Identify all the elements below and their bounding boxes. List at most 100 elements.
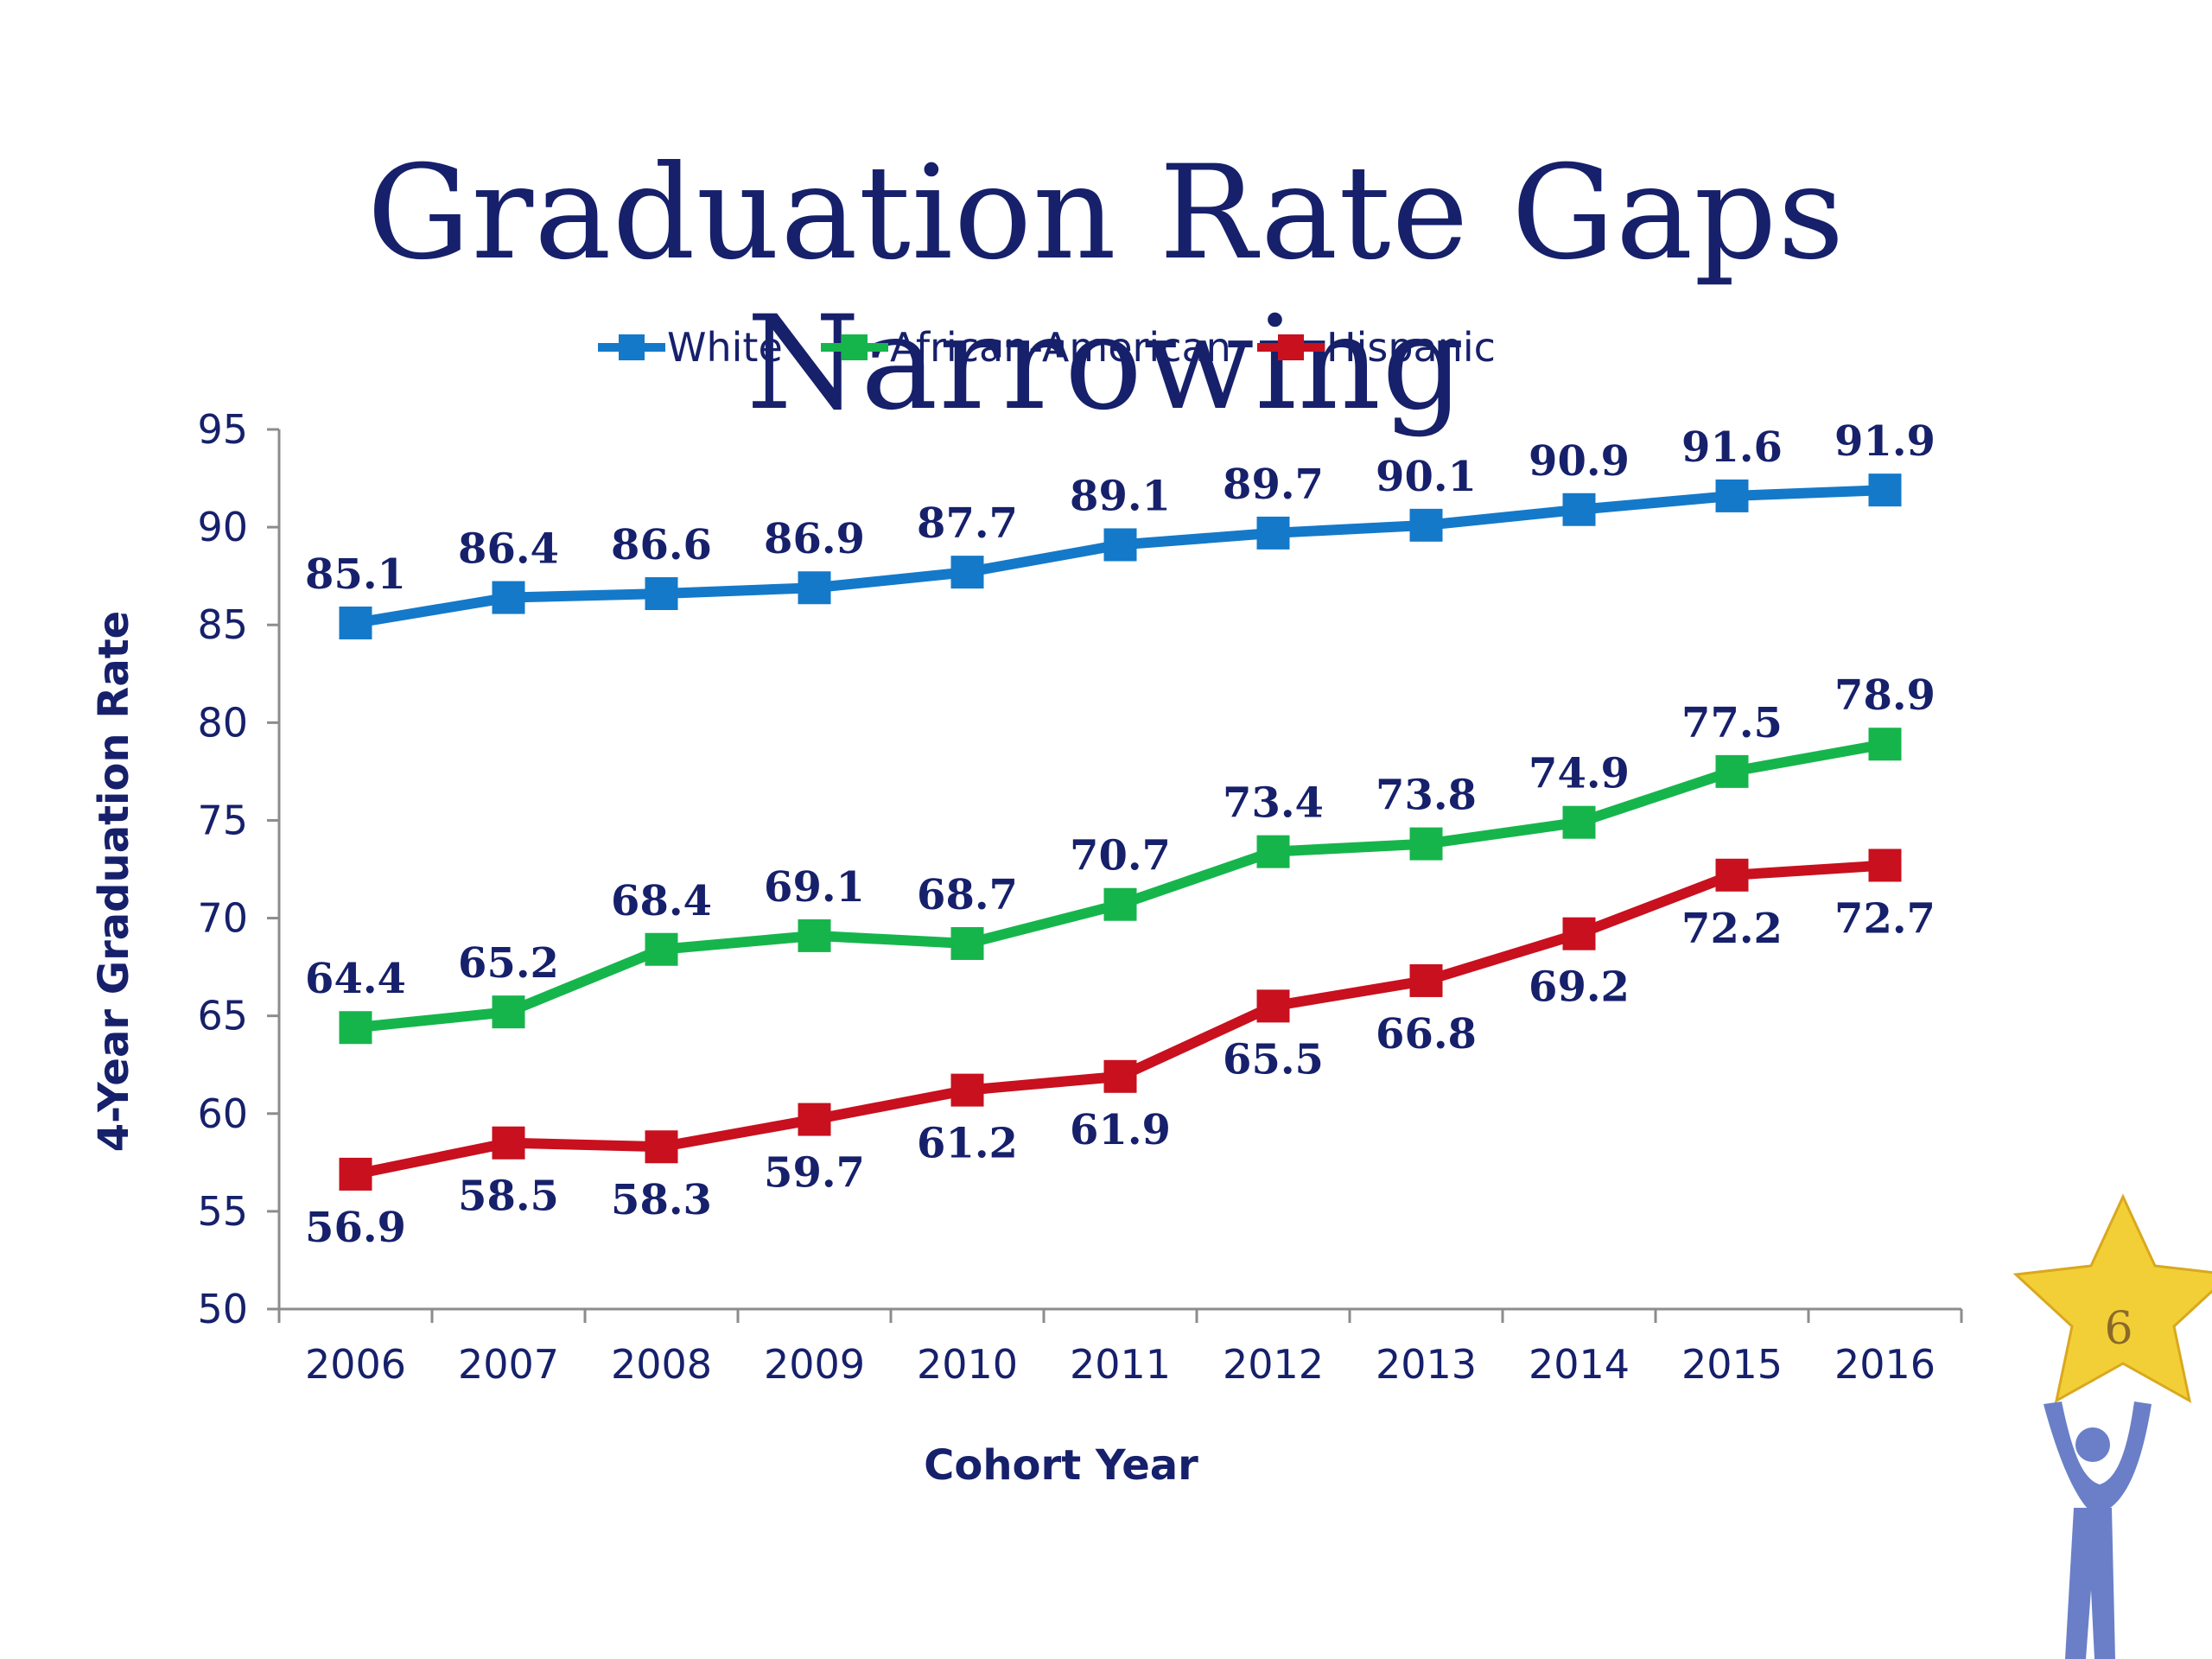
data-point-white — [339, 606, 372, 639]
star-with-figure-icon: 6 — [2012, 1193, 2212, 1659]
data-point-african-american — [1715, 754, 1749, 788]
data-point-hispanic — [950, 1073, 984, 1107]
data-point-hispanic — [798, 1103, 831, 1136]
y-tick-label: 95 — [197, 406, 248, 453]
legend-label: African-American — [890, 324, 1231, 371]
data-point-white — [1409, 508, 1443, 542]
x-tick-label: 2010 — [917, 1341, 1018, 1388]
data-point-african-american — [798, 918, 831, 952]
data-point-african-american — [1256, 835, 1290, 868]
series-african-american — [339, 728, 1902, 1045]
y-tick-label: 85 — [197, 601, 248, 648]
data-point-white — [492, 581, 525, 614]
y-tick-label: 55 — [197, 1188, 248, 1235]
data-label-white: 86.9 — [764, 515, 865, 563]
x-axis-title: Cohort Year — [924, 1441, 1198, 1490]
legend-item-white: White — [598, 324, 783, 371]
legend-label: White — [667, 324, 783, 371]
data-point-hispanic — [1103, 1059, 1137, 1093]
data-label-hispanic: 59.7 — [764, 1149, 865, 1198]
data-point-white — [1715, 479, 1749, 512]
data-point-white — [1103, 528, 1137, 562]
data-point-african-american — [492, 995, 525, 1029]
x-tick-label: 2011 — [1070, 1341, 1171, 1388]
data-label-african-american: 74.9 — [1529, 750, 1630, 798]
x-tick-label: 2006 — [305, 1341, 406, 1388]
page-number: 6 — [2104, 1303, 2133, 1355]
x-tick-label: 2007 — [458, 1341, 559, 1388]
data-label-white: 91.9 — [1834, 417, 1936, 466]
chart-series — [339, 474, 1902, 1191]
data-label-african-american: 68.4 — [611, 877, 712, 925]
x-tick-label: 2015 — [1681, 1341, 1783, 1388]
data-point-hispanic — [1256, 989, 1290, 1023]
x-tick-label: 2012 — [1223, 1341, 1324, 1388]
data-label-white: 85.1 — [305, 550, 406, 599]
data-label-african-american: 78.9 — [1834, 671, 1936, 720]
data-point-white — [1562, 493, 1596, 526]
data-label-white: 89.1 — [1070, 472, 1171, 520]
data-point-hispanic — [492, 1126, 525, 1160]
data-label-african-american: 77.5 — [1681, 699, 1783, 747]
data-label-white: 91.6 — [1681, 423, 1783, 472]
data-label-hispanic: 58.3 — [611, 1176, 712, 1224]
y-tick-label: 75 — [197, 797, 248, 843]
data-label-hispanic: 72.7 — [1834, 894, 1936, 943]
data-label-white: 87.7 — [917, 499, 1018, 548]
data-label-hispanic: 72.2 — [1681, 905, 1783, 953]
legend-swatch-marker — [619, 334, 645, 360]
data-label-hispanic: 61.2 — [917, 1120, 1018, 1168]
y-axis-title: 4-Year Graduation Rate — [90, 611, 138, 1152]
data-point-african-american — [1103, 887, 1137, 921]
series-white — [339, 474, 1902, 639]
data-point-white — [1256, 516, 1290, 550]
data-point-white — [798, 571, 831, 605]
chart-legend: White African-American Hispanic — [598, 324, 1496, 371]
x-tick-label: 2013 — [1376, 1341, 1477, 1388]
data-point-african-american — [645, 932, 678, 966]
page-title: Graduation Rate Gaps Narrowing — [366, 138, 1846, 439]
data-label-hispanic: 65.5 — [1223, 1035, 1324, 1084]
data-label-african-american: 73.4 — [1223, 779, 1324, 828]
legend-item-african-american: African-American — [821, 324, 1231, 371]
data-label-african-american: 69.1 — [764, 863, 865, 912]
data-point-white — [1868, 474, 1902, 507]
star-shape — [2012, 1193, 2212, 1403]
data-point-african-american — [1562, 805, 1596, 839]
data-label-white: 89.7 — [1223, 461, 1324, 509]
data-label-white: 86.6 — [611, 521, 712, 569]
x-tick-label: 2016 — [1834, 1341, 1936, 1388]
chart-data-labels: 85.1 86.4 86.6 86.9 87.7 89.1 89.7 90.1 90.9 91.6… — [305, 417, 1936, 1252]
data-label-african-american: 70.7 — [1070, 832, 1171, 880]
data-label-african-american: 65.2 — [458, 939, 559, 988]
data-point-african-american — [1409, 827, 1443, 861]
chart-axes: 50 55 60 65 70 75 80 85 90 95 2006 2007 2008 2009 2010… — [197, 406, 1963, 1388]
y-tick-label: 70 — [197, 895, 248, 942]
x-tick-label: 2014 — [1529, 1341, 1630, 1388]
data-label-hispanic: 61.9 — [1070, 1106, 1171, 1154]
data-label-african-american: 64.4 — [305, 955, 406, 1003]
data-point-hispanic — [1868, 849, 1902, 882]
data-point-white — [645, 577, 678, 611]
legend-label: Hispanic — [1326, 324, 1496, 371]
data-label-white: 90.1 — [1376, 453, 1477, 501]
data-point-african-american — [1868, 728, 1902, 761]
legend-item-hispanic: Hispanic — [1257, 324, 1496, 371]
figure-body — [2065, 1508, 2115, 1659]
series-line-african-american — [354, 739, 1886, 1033]
data-point-hispanic — [1409, 963, 1443, 997]
y-tick-label: 65 — [197, 993, 248, 1039]
data-label-hispanic: 58.5 — [458, 1173, 559, 1221]
figure-head — [2075, 1427, 2110, 1462]
y-tick-label: 90 — [197, 504, 248, 550]
data-label-hispanic: 56.9 — [305, 1204, 406, 1252]
x-tick-label: 2009 — [764, 1341, 865, 1388]
data-point-hispanic — [1715, 858, 1749, 892]
y-tick-label: 80 — [197, 699, 248, 746]
data-label-african-american: 73.8 — [1376, 772, 1477, 820]
data-label-hispanic: 69.2 — [1529, 963, 1630, 1012]
data-point-white — [950, 556, 984, 589]
data-point-african-american — [339, 1011, 372, 1045]
